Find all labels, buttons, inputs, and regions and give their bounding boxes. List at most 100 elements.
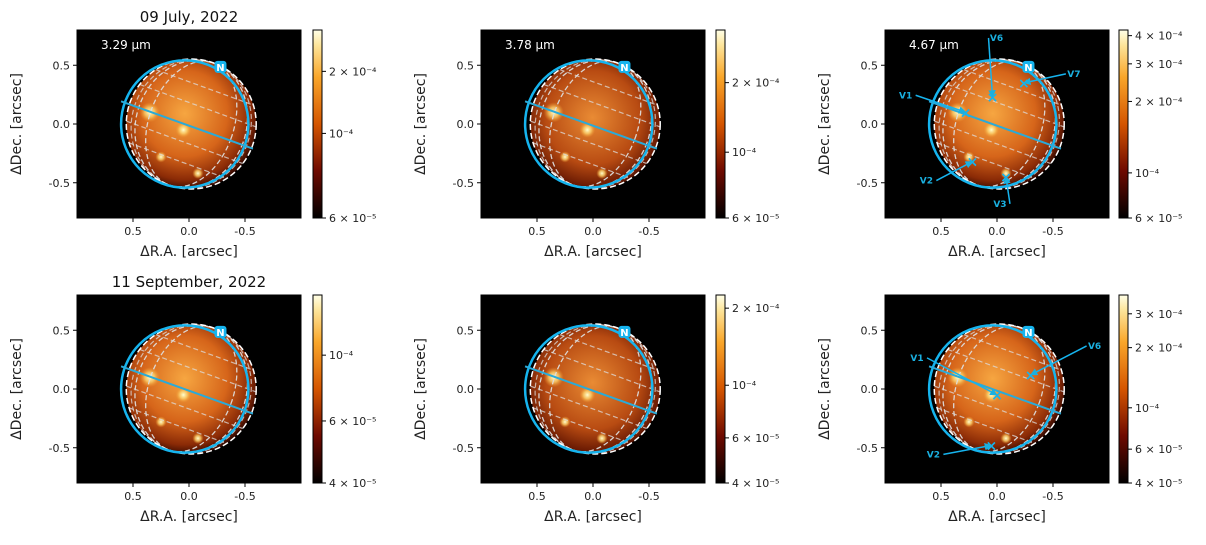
volcano-marker: × xyxy=(987,90,999,106)
y-tick-label: 0.0 xyxy=(457,383,475,396)
colorbar-tick-label: 2 × 10⁻⁴ xyxy=(732,77,780,90)
volcano-marker: × xyxy=(1018,76,1030,92)
latitude-line xyxy=(543,348,661,393)
volcano-arrow xyxy=(1029,345,1087,376)
colorbar-tick-label: 10⁻⁴ xyxy=(732,379,757,392)
y-tick-label: 0.0 xyxy=(457,118,475,131)
north-marker-box xyxy=(618,325,631,338)
north-marker-box xyxy=(1022,60,1035,73)
volcano-arrow xyxy=(1023,73,1067,86)
y-axis-label: ΔDec. [arcsec] xyxy=(413,338,429,440)
x-tick-label: 0.5 xyxy=(124,490,142,503)
volcano-label: V6 xyxy=(1088,342,1101,352)
longitude-line xyxy=(549,325,642,453)
colorbar xyxy=(312,29,323,219)
volcano-marker: × xyxy=(960,105,972,121)
sunlit-hemisphere-circle xyxy=(523,324,654,454)
volcano-label: V2 xyxy=(920,177,933,187)
y-tick-label: 0.0 xyxy=(861,383,879,396)
panel-2: N 0.5 0.0 -0.5 0.5 0.0 -0.5 ΔR.A. [arcsec] ΔDec.… xyxy=(413,29,780,260)
latitude-line xyxy=(934,120,1052,165)
north-marker-label: N xyxy=(1024,63,1032,74)
volcano-arrow xyxy=(987,37,996,98)
north-marker-label: N xyxy=(1024,328,1032,339)
y-axis-label: ΔDec. [arcsec] xyxy=(817,338,833,440)
x-axis-label: ΔR.A. [arcsec] xyxy=(948,509,1046,525)
hot-spot xyxy=(559,416,571,428)
latitude-line xyxy=(128,142,227,179)
latitude-line xyxy=(936,407,1035,444)
colorbar-tick-label: 6 × 10⁻⁵ xyxy=(329,415,376,428)
volcano-arrow xyxy=(926,357,998,396)
x-axis-label: ΔR.A. [arcsec] xyxy=(140,509,238,525)
x-axis-label: ΔR.A. [arcsec] xyxy=(544,509,642,525)
colorbar-tick-label: 6 × 10⁻⁵ xyxy=(732,212,779,225)
x-axis-label: ΔR.A. [arcsec] xyxy=(544,244,642,260)
x-tick-label: -0.5 xyxy=(1042,490,1063,503)
volcano-label: V2 xyxy=(927,450,940,460)
colorbar-tick-label: 10⁻⁴ xyxy=(1135,402,1160,415)
panel-1: N 0.5 0.0 -0.5 0.5 0.0 -0.5 ΔR.A. [arcsec] ΔDec.… xyxy=(9,8,377,260)
equator-line xyxy=(120,365,254,415)
colorbar-tick-label: 2 × 10⁻⁴ xyxy=(329,65,377,78)
colorbar-tick-label: 6 × 10⁻⁵ xyxy=(1135,443,1182,456)
volcano-marker: × xyxy=(991,388,1003,404)
y-tick-label: -0.5 xyxy=(453,442,474,455)
y-tick-label: -0.5 xyxy=(49,177,70,190)
volcano-arrow xyxy=(943,442,993,456)
y-axis-label: ΔDec. [arcsec] xyxy=(817,73,833,175)
volcano-marker: × xyxy=(966,155,978,171)
limb-outline xyxy=(933,323,1065,455)
x-tick-label: 0.0 xyxy=(988,490,1006,503)
hot-spot xyxy=(596,432,608,444)
x-tick-label: 0.5 xyxy=(528,225,546,238)
panel-5: N 0.5 0.0 -0.5 0.5 0.0 -0.5 ΔR.A. [arcsec] ΔDec.… xyxy=(413,294,780,525)
colorbar-tick-label: 10⁻⁴ xyxy=(732,146,757,159)
hot-spot xyxy=(559,151,571,163)
colorbar-tick-label: 2 × 10⁻⁴ xyxy=(732,302,780,315)
hot-spot xyxy=(963,151,975,163)
volcano-label: V1 xyxy=(910,354,923,364)
y-tick-label: -0.5 xyxy=(857,442,878,455)
y-axis-label: ΔDec. [arcsec] xyxy=(413,73,429,175)
latitude-line xyxy=(139,348,257,393)
hot-spot xyxy=(192,432,204,444)
sunlit-hemisphere-circle xyxy=(523,59,654,189)
hot-spot xyxy=(963,416,975,428)
x-tick-label: -0.5 xyxy=(234,490,255,503)
panel-3: N×V1×V2×V3×V6×V70.50.0-0.50.50.0-0.5ΔR.A… xyxy=(817,29,1183,260)
colorbar-tick-label: 4 × 10⁻⁵ xyxy=(1135,477,1182,490)
y-tick-label: 0.5 xyxy=(53,324,71,337)
north-marker-box xyxy=(1022,325,1035,338)
wavelength-label: 4.67 μm xyxy=(909,38,959,52)
sunlit-hemisphere-circle xyxy=(927,59,1058,189)
panel-title: 09 July, 2022 xyxy=(140,8,239,26)
latitude-line xyxy=(963,334,1062,371)
latitude-line xyxy=(126,120,244,165)
latitude-line xyxy=(530,120,648,165)
colorbar xyxy=(715,294,726,484)
volcano-label: V6 xyxy=(990,34,1003,44)
north-marker-label: N xyxy=(216,328,224,339)
volcano-arrow xyxy=(936,160,974,182)
equator-line xyxy=(524,100,658,150)
equator-line xyxy=(120,100,254,150)
colorbar-tick-label: 10⁻⁴ xyxy=(329,349,354,362)
image-layer xyxy=(119,323,257,455)
colorbar-tick-label: 6 × 10⁻⁵ xyxy=(1135,212,1182,225)
volcano-arrow xyxy=(1003,176,1011,204)
north-marker-label: N xyxy=(620,63,628,74)
north-marker-box xyxy=(214,60,227,73)
y-tick-label: 0.5 xyxy=(861,59,879,72)
longitude-line xyxy=(549,60,642,188)
limb-outline xyxy=(529,323,661,455)
x-tick-label: 0.5 xyxy=(124,225,142,238)
latitude-line xyxy=(532,142,631,179)
x-tick-label: 0.0 xyxy=(180,225,198,238)
x-tick-label: 0.5 xyxy=(932,490,950,503)
limb-outline xyxy=(933,58,1065,190)
latitude-line xyxy=(128,407,227,444)
colorbar-tick-label: 2 × 10⁻⁴ xyxy=(1135,342,1183,355)
hot-spot xyxy=(1000,432,1012,444)
